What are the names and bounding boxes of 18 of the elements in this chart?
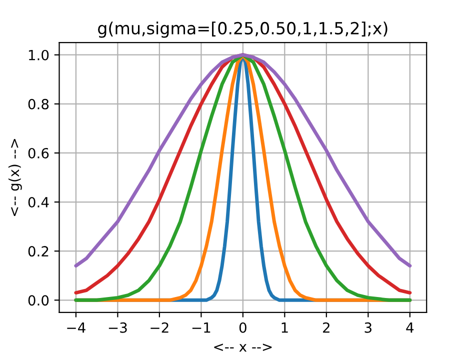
x-tick-label: 0 — [239, 322, 246, 333]
x-tick-label: 2 — [323, 322, 330, 333]
x-axis-title: <-- x --> — [214, 344, 272, 352]
y-tick-label: 0.0 — [28, 295, 49, 306]
x-tick-label: −2 — [150, 322, 168, 333]
y-tick-label: 1.0 — [28, 50, 49, 60]
y-tick-label: 0.8 — [28, 98, 49, 110]
y-axis-title: <-- g(x) --> — [8, 138, 22, 216]
y-tick-label: 0.6 — [28, 148, 49, 158]
chart-title: g(mu,sigma=[0.25,0.50,1,1.5,2];x) — [98, 22, 388, 38]
y-tick-label: 0.2 — [28, 246, 48, 257]
x-tick-label: 3 — [364, 322, 372, 333]
x-tick-label: 4 — [406, 322, 414, 333]
x-tick-label: 1 — [282, 322, 288, 333]
y-tick-label: 0.4 — [28, 196, 49, 208]
x-tick-label: −1 — [192, 322, 210, 333]
x-tick-label: −3 — [108, 322, 127, 333]
x-tick-label: −4 — [67, 322, 86, 333]
